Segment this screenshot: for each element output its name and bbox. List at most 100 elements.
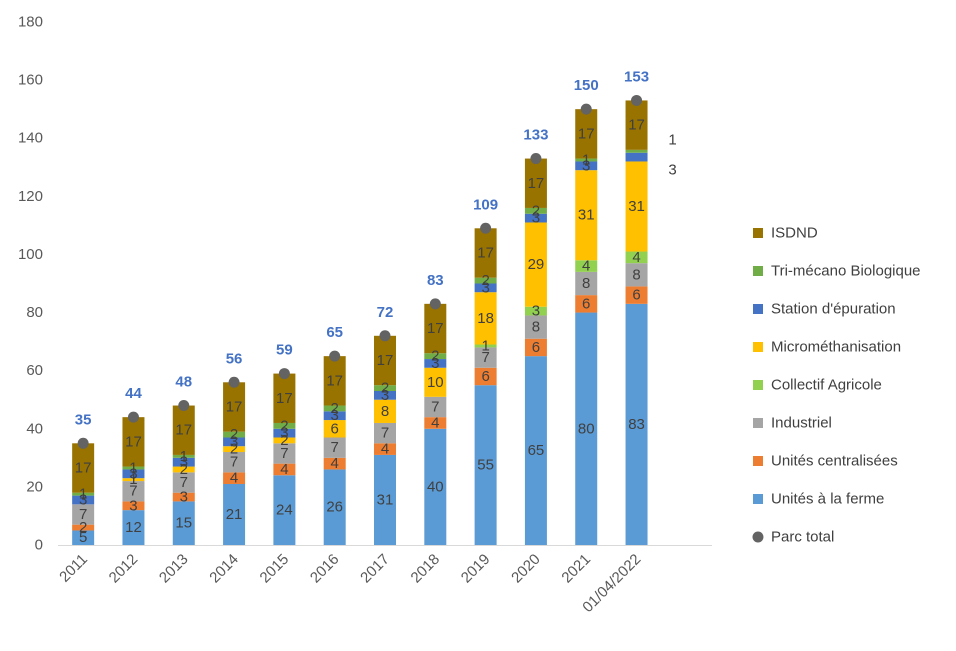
bar-segment-station-d-epuration-6 — [374, 391, 396, 400]
bar-segment-unites-centralisees-9 — [524, 338, 547, 357]
bar-segment-unites-a-la-ferme-6 — [374, 454, 396, 545]
bar-segment-industriel-5 — [323, 437, 346, 458]
data-label-station-d-epuration-0: 3 — [79, 491, 87, 508]
data-label-unites-centralisees-5: 4 — [331, 455, 339, 472]
total-marker-2 — [178, 400, 190, 412]
data-label-unites-centralisees-8: 6 — [481, 368, 489, 385]
bar-segment-station-d-epuration-5 — [323, 411, 346, 421]
data-label-tri-mecano-biologique-3: 2 — [230, 426, 238, 443]
data-label-isdnd-1: 17 — [125, 433, 142, 450]
bar-segment-collectif-agricole-9 — [524, 306, 547, 316]
data-label-micromethanisation-1: 1 — [129, 471, 137, 488]
legend-label: Tri-mécano Biologique — [771, 263, 921, 280]
data-label-micromethanisation-4: 2 — [280, 432, 288, 449]
x-axis-tick-labels: 2011 2012 2013 2014 2015 2016 2017 2018 2019 2020… — [56, 551, 644, 616]
bar-segment-station-d-epuration-4 — [273, 428, 296, 438]
data-label-isdnd-9: 17 — [528, 175, 545, 192]
data-label-isdnd-10: 17 — [578, 125, 595, 142]
data-label-station-d-epuration-8: 3 — [481, 279, 489, 296]
legend-item-unites-a-la-ferme: Unités à la ferme — [753, 491, 884, 508]
x-tick-label: 2018 — [408, 551, 444, 587]
bar-segment-tri-mecano-biologique-10 — [575, 158, 598, 162]
bar-segment-unites-a-la-ferme-2 — [172, 501, 195, 545]
data-label-tri-mecano-biologique-7: 2 — [431, 348, 439, 365]
data-label-industriel-7: 7 — [431, 398, 439, 415]
bar-segment-isdnd-1 — [122, 417, 145, 467]
bar-segment-micromethanisation-3 — [223, 446, 246, 453]
data-label-collectif-agricole-11: 4 — [632, 249, 640, 266]
bar-segment-station-d-epuration-9 — [524, 213, 547, 223]
total-marker-11 — [631, 94, 643, 106]
bar-segment-unites-a-la-ferme-4 — [273, 475, 296, 545]
x-tick-label: 2020 — [508, 551, 544, 587]
data-label-isdnd-2: 17 — [175, 422, 192, 439]
data-label-station-d-epuration-1: 3 — [129, 465, 137, 482]
data-label-tri-mecano-biologique-11: 1 — [668, 132, 676, 149]
total-label-2: 48 — [175, 374, 192, 391]
bar-segment-industriel-4 — [273, 443, 296, 464]
legend-label: Station d'épuration — [771, 301, 896, 318]
legend-item-parc-total: Parc total — [752, 529, 834, 546]
bar-segment-micromethanisation-2 — [172, 466, 195, 473]
data-label-collectif-agricole-10: 4 — [582, 258, 590, 275]
bar-segment-station-d-epuration-8 — [474, 283, 497, 293]
total-marker-1 — [127, 411, 139, 423]
data-label-industriel-10: 8 — [582, 275, 590, 292]
bar-segment-station-d-epuration-7 — [424, 359, 447, 368]
bar-segment-industriel-8 — [474, 347, 497, 368]
bar-segment-isdnd-4 — [273, 373, 296, 423]
data-label-unites-a-la-ferme-1: 12 — [125, 519, 142, 536]
bar-segment-micromethanisation-10 — [575, 170, 598, 261]
legend-item-collectif-agricole: Collectif Agricole — [753, 377, 882, 394]
bar-segment-isdnd-5 — [323, 356, 346, 406]
data-label-isdnd-3: 17 — [226, 398, 243, 415]
y-tick-label: 100 — [18, 246, 43, 263]
data-label-unites-centralisees-7: 4 — [431, 414, 439, 431]
y-tick-label: 40 — [26, 420, 43, 437]
data-label-micromethanisation-8: 18 — [477, 310, 494, 327]
bar-segment-unites-a-la-ferme-10 — [575, 312, 598, 545]
bar-segment-micromethanisation-5 — [323, 420, 346, 438]
y-tick-label: 20 — [26, 478, 43, 495]
x-tick-label: 2019 — [458, 551, 494, 587]
data-label-unites-a-la-ferme-6: 31 — [377, 491, 394, 508]
legend-swatch — [753, 380, 763, 390]
data-label-unites-centralisees-3: 4 — [230, 470, 238, 487]
y-tick-label: 60 — [26, 362, 43, 379]
bar-segment-micromethanisation-6 — [374, 399, 396, 423]
total-label-1: 44 — [125, 385, 142, 402]
bar-segment-unites-a-la-ferme-5 — [323, 469, 346, 545]
bar-segment-industriel-10 — [575, 271, 598, 296]
total-marker-9 — [530, 153, 542, 165]
data-label-unites-a-la-ferme-10: 80 — [578, 420, 595, 437]
total-marker-8 — [480, 222, 492, 234]
bar-segment-unites-centralisees-3 — [223, 472, 246, 484]
data-label-isdnd-5: 17 — [326, 372, 343, 389]
legend-label: Microméthanisation — [771, 339, 901, 356]
bar-segment-micromethanisation-8 — [474, 292, 497, 345]
data-label-station-d-epuration-9: 3 — [532, 210, 540, 227]
total-label-3: 56 — [226, 350, 243, 367]
bar-segment-tri-mecano-biologique-11 — [625, 149, 648, 153]
legend-swatch — [753, 342, 763, 352]
data-label-industriel-8: 7 — [481, 349, 489, 366]
bar-segment-unites-centralisees-8 — [474, 367, 497, 386]
bar-stacks — [72, 100, 648, 545]
data-label-unites-a-la-ferme-0: 5 — [79, 529, 87, 546]
data-label-unites-centralisees-2: 3 — [180, 489, 188, 506]
bar-segment-tri-mecano-biologique-6 — [374, 385, 396, 392]
bar-segment-isdnd-9 — [524, 158, 547, 208]
total-label-8: 109 — [473, 196, 498, 213]
bar-segment-station-d-epuration-10 — [575, 161, 598, 171]
bar-segment-industriel-11 — [625, 263, 648, 287]
data-label-unites-a-la-ferme-8: 55 — [477, 457, 494, 474]
bar-segment-micromethanisation-4 — [273, 437, 296, 444]
total-label-9: 133 — [523, 127, 548, 144]
bar-segment-isdnd-7 — [424, 303, 447, 354]
legend-item-tri-mecano-biologique: Tri-mécano Biologique — [753, 263, 921, 280]
bar-segment-station-d-epuration-2 — [172, 457, 195, 467]
bar-segment-station-d-epuration-11 — [625, 152, 648, 162]
bar-segment-industriel-7 — [424, 396, 447, 418]
legend-swatch — [753, 494, 763, 504]
